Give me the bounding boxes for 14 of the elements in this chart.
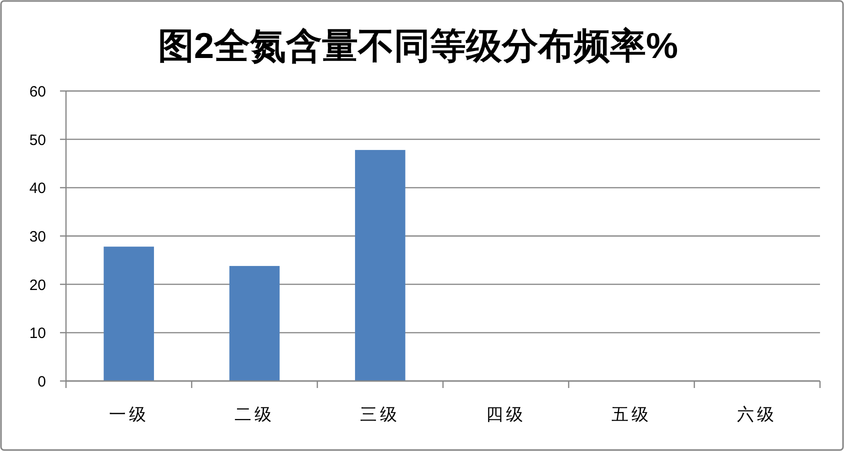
- y-tick-label: 50: [29, 132, 46, 149]
- chart-title: 图2全氮含量不同等级分布频率%: [158, 25, 678, 66]
- y-tick-label: 60: [29, 84, 46, 100]
- x-tick-label: 二级: [234, 405, 274, 424]
- y-tick-label: 10: [29, 325, 46, 342]
- y-tick-label: 30: [29, 228, 46, 246]
- x-tick-label: 三级: [360, 405, 400, 424]
- x-tick-label: 四级: [486, 405, 526, 424]
- y-tick-label: 0: [38, 374, 46, 390]
- x-tick-label: 五级: [612, 405, 652, 424]
- x-tick-label: 一级: [108, 405, 149, 424]
- x-tick-label: 六级: [737, 405, 778, 424]
- y-tick-label: 40: [29, 180, 46, 198]
- y-tick-label: 20: [29, 276, 46, 294]
